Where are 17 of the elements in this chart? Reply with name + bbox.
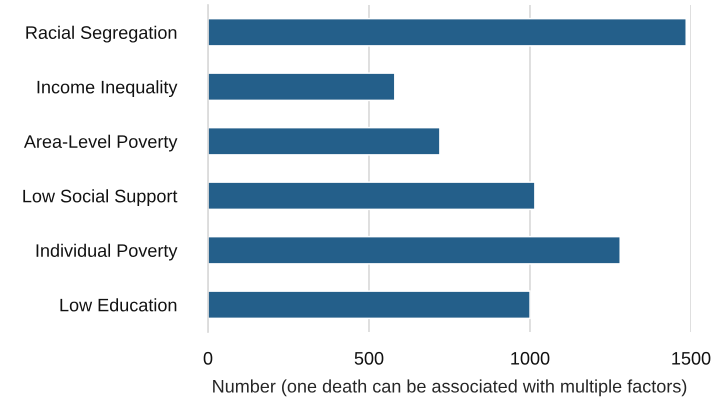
y-tick-label: Racial Segregation — [26, 26, 176, 43]
bar — [208, 181, 536, 210]
x-tick-label: 1000 — [511, 352, 550, 365]
bar — [208, 126, 441, 156]
bar — [208, 236, 621, 265]
y-tick-label: Income Inequality — [38, 80, 178, 98]
y-tick-label: Individual Poverty — [36, 244, 178, 261]
x-tick-label: 1500 — [672, 352, 710, 365]
bar — [208, 290, 531, 320]
x-axis-title: Number (one death can be associated with multiple factors) — [213, 379, 686, 396]
bar — [208, 18, 687, 47]
y-tick-label: Low Social Support — [23, 189, 178, 206]
y-tick-label: Low Education — [60, 298, 176, 312]
x-tick-label: 0 — [204, 352, 212, 365]
x-tick-label: 500 — [354, 352, 384, 365]
y-tick-label: Area-Level Poverty — [24, 134, 178, 152]
bar — [208, 72, 396, 102]
